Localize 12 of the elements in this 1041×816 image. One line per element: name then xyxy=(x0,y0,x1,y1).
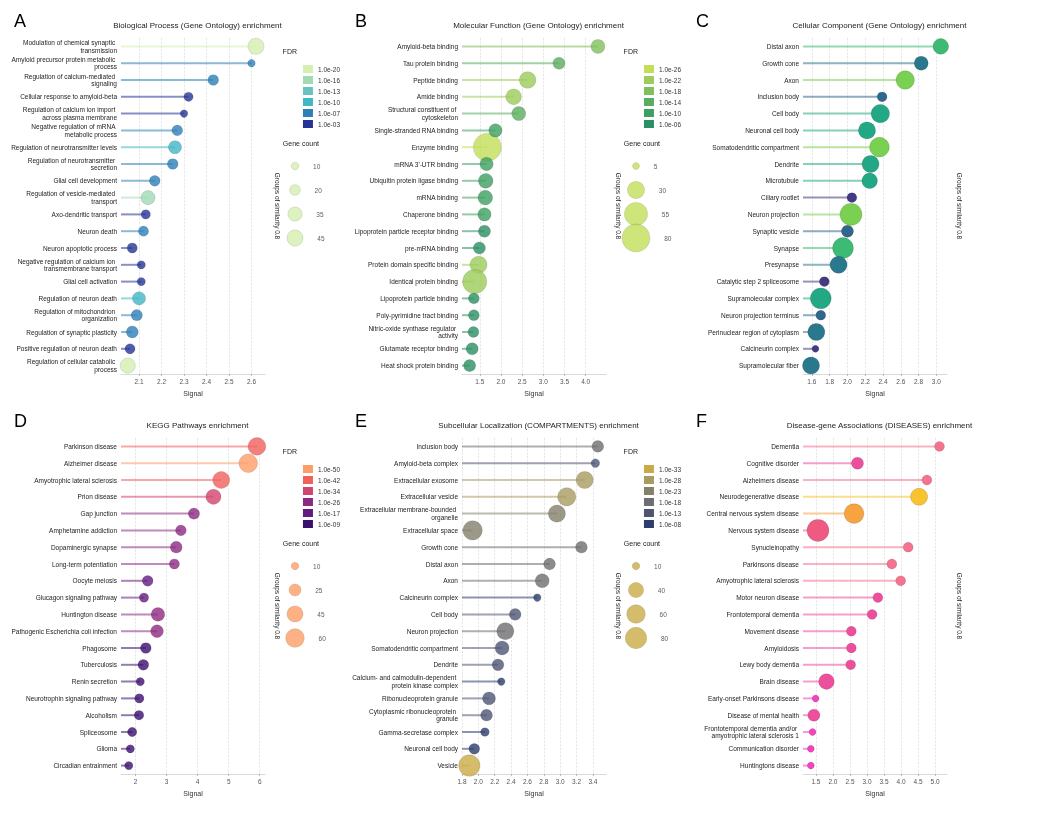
chart-title: Subcellular Localization (COMPARTMENTS) enrichment xyxy=(438,420,640,430)
chart-title: Molecular Function (Gene Ontology) enrichment xyxy=(453,20,625,30)
text: B xyxy=(355,11,368,31)
text: E xyxy=(355,411,368,431)
text: A xyxy=(14,11,27,31)
chart-title: Biological Process (Gene Ontology) enrichment xyxy=(113,20,283,30)
chart-title: Disease-gene Associations (DISEASES) enrichment xyxy=(786,420,973,430)
chart-title: KEGG Pathways enrichment xyxy=(146,420,250,430)
text: F xyxy=(696,411,707,431)
text: D xyxy=(14,411,27,431)
text: C xyxy=(696,11,709,31)
chart-title: Cellular Component (Gene Ontology) enrichment xyxy=(792,20,968,30)
